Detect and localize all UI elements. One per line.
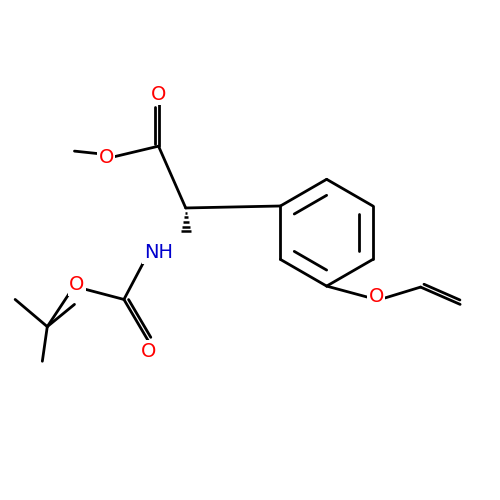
Text: O: O bbox=[151, 84, 166, 103]
Text: NH: NH bbox=[144, 243, 173, 262]
Text: O: O bbox=[98, 148, 114, 167]
Text: O: O bbox=[141, 342, 156, 361]
Text: O: O bbox=[70, 275, 84, 294]
Text: O: O bbox=[368, 288, 384, 306]
